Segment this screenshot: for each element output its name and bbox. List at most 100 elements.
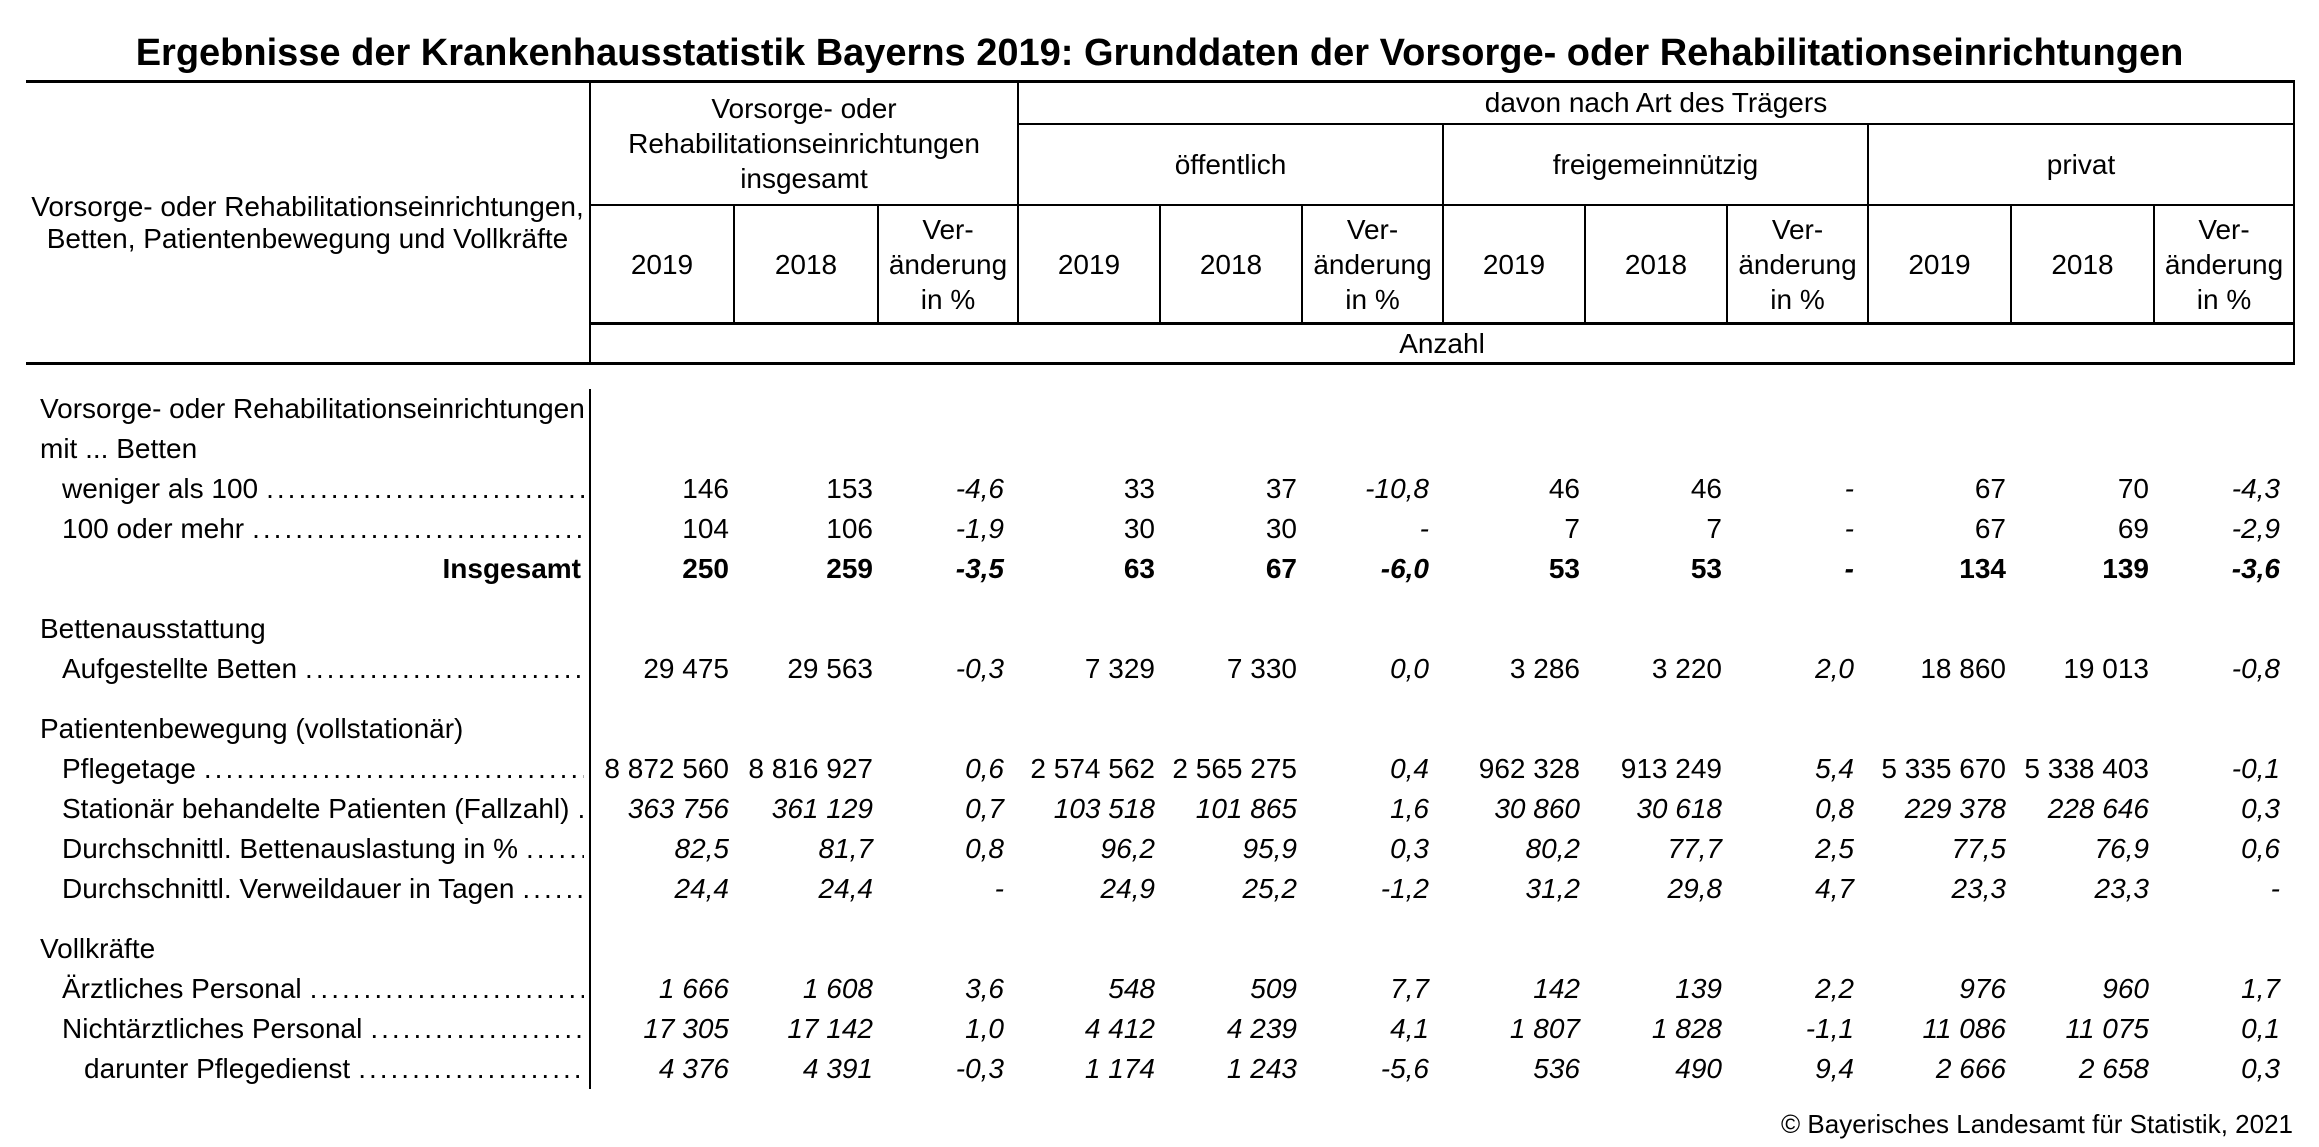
value-cell: 1 807 xyxy=(1509,1013,1580,1044)
value-cell: 2 574 562 xyxy=(1030,753,1155,784)
value-cell: 2 658 xyxy=(2078,1053,2149,1084)
row-label: Ärztliches Personal xyxy=(62,973,302,1004)
value-cell: 962 328 xyxy=(1478,753,1580,784)
value-cell: 29 475 xyxy=(643,653,729,684)
value-cell: 46 xyxy=(1690,473,1722,504)
value-cell: 259 xyxy=(826,553,873,584)
value-cell: 24,9 xyxy=(1100,873,1156,904)
table-row: Durchschnittl. Bettenauslastung in % 82,… xyxy=(26,829,2295,869)
value-cell: 96,2 xyxy=(1100,833,1156,864)
spacer-row xyxy=(26,909,2295,929)
row-values: 24,4 24,4 - 24,9 25,2 -1,2 31,2 29,8 4,7 23,3 23,3… xyxy=(591,873,2295,905)
value-cell: 0,8 xyxy=(965,833,1004,864)
value-cell: 8 816 927 xyxy=(748,753,873,784)
value-cell: 106 xyxy=(826,513,873,544)
value-cell: 82,5 xyxy=(674,833,730,864)
value-cell: 1 174 xyxy=(1084,1053,1155,1084)
value-cell: 250 xyxy=(682,553,729,584)
value-cell: 913 249 xyxy=(1620,753,1722,784)
value-cell: 0,3 xyxy=(2241,1053,2280,1084)
value-cell: 509 xyxy=(1250,973,1297,1004)
table-row-section: Vollkräfte xyxy=(26,929,2295,969)
value-cell: 8 872 560 xyxy=(604,753,729,784)
row-label: darunter Pflegedienst xyxy=(84,1053,351,1084)
value-cell: 4 412 xyxy=(1084,1013,1155,1044)
row-header-line2: Betten, Patientenbewegung und Vollkräfte xyxy=(46,222,569,254)
table-row: darunter Pflegedienst 4 376 4 391 -0,3 1 17… xyxy=(26,1049,2295,1089)
dot-leader xyxy=(370,1013,584,1045)
table-row-section: Vorsorge- oder Rehabilitationseinrichtun… xyxy=(26,389,2295,429)
dot-leader xyxy=(577,793,584,825)
value-cell: 4,1 xyxy=(1390,1013,1429,1044)
value-cell: 29 563 xyxy=(787,653,873,684)
value-cell: 3 286 xyxy=(1509,653,1580,684)
table-row: 100 oder mehr 104 106 -1,9 30 30 - 7 7 - 67 69 -2,9 xyxy=(26,509,2295,549)
column-group-privat: privat xyxy=(1869,125,2295,206)
col-header-2018: 2018 xyxy=(1161,206,1303,325)
value-cell: 18 860 xyxy=(1920,653,2006,684)
value-cell: 4,7 xyxy=(1815,873,1854,904)
value-cell: - xyxy=(1844,553,1854,584)
column-group-total: Vorsorge- oder Rehabilitationseinrichtun… xyxy=(591,83,1019,206)
dot-leader xyxy=(522,873,584,905)
row-label-total: Insgesamt xyxy=(442,553,582,584)
value-cell: 139 xyxy=(1675,973,1722,1004)
row-values: 4 376 4 391 -0,3 1 174 1 243 -5,6 536 490 9,4 2 6… xyxy=(591,1053,2295,1085)
row-label: Aufgestellte Betten xyxy=(62,653,298,684)
col-header-2018: 2018 xyxy=(1586,206,1728,325)
value-cell: 23,3 xyxy=(2094,873,2150,904)
section-label: Vollkräfte xyxy=(40,933,156,964)
value-cell: 77,5 xyxy=(1951,833,2007,864)
table-header: Vorsorge- oder Rehabilitationseinrichtun… xyxy=(26,80,2295,365)
value-cell: 24,4 xyxy=(674,873,730,904)
value-cell: 548 xyxy=(1108,973,1155,1004)
col-header-veraenderung: Ver-änderung in % xyxy=(1728,206,1869,325)
value-cell: -0,3 xyxy=(955,653,1004,684)
col-header-veraenderung: Ver-änderung in % xyxy=(2155,206,2295,325)
row-label: weniger als 100 xyxy=(62,473,259,504)
row-values: 250 259 -3,5 63 67 -6,0 53 53 - 134 139 -3,6 xyxy=(591,553,2295,585)
value-cell: 33 xyxy=(1123,473,1155,504)
value-cell: 5 335 670 xyxy=(1881,753,2006,784)
value-cell: 1,7 xyxy=(2241,973,2280,1004)
section-label: Patientenbewegung (vollstationär) xyxy=(40,713,464,744)
value-cell: 1,0 xyxy=(965,1013,1004,1044)
row-values: 82,5 81,7 0,8 96,2 95,9 0,3 80,2 77,7 2,5 77,5 76,… xyxy=(591,833,2295,865)
value-cell: 95,9 xyxy=(1242,833,1298,864)
spacer-row xyxy=(26,689,2295,709)
row-values: 8 872 560 8 816 927 0,6 2 574 562 2 565 275 0… xyxy=(591,753,2295,785)
value-cell: 1 608 xyxy=(802,973,873,1004)
value-cell: 5,4 xyxy=(1815,753,1854,784)
row-values: 363 756 361 129 0,7 103 518 101 865 1,6 30 860… xyxy=(591,793,2295,825)
value-cell: - xyxy=(994,873,1004,904)
value-cell: 67 xyxy=(1265,553,1297,584)
table-row: Ärztliches Personal 1 666 1 608 3,6 548 509 7… xyxy=(26,969,2295,1009)
value-cell: 134 xyxy=(1959,553,2006,584)
value-cell: -5,6 xyxy=(1380,1053,1429,1084)
value-cell: - xyxy=(2270,873,2280,904)
value-cell: 7 330 xyxy=(1226,653,1297,684)
value-cell: 77,7 xyxy=(1667,833,1723,864)
value-cell: 19 013 xyxy=(2063,653,2149,684)
value-cell: 67 xyxy=(1974,513,2006,544)
col-header-2018: 2018 xyxy=(2012,206,2155,325)
value-cell: 23,3 xyxy=(1951,873,2007,904)
table-row: Pflegetage 8 872 560 8 816 927 0,6 2 574 56… xyxy=(26,749,2295,789)
table-row: weniger als 100 146 153 -4,6 33 37 -10,8 46 46 -… xyxy=(26,469,2295,509)
table-row-section: mit ... Betten xyxy=(26,429,2295,469)
value-cell: -1,9 xyxy=(955,513,1004,544)
value-cell: - xyxy=(1419,513,1429,544)
row-values: 17 305 17 142 1,0 4 412 4 239 4,1 1 807 1 828 -1… xyxy=(591,1013,2295,1045)
value-cell: 7,7 xyxy=(1390,973,1429,1004)
spacer-row xyxy=(26,589,2295,609)
value-cell: 29,8 xyxy=(1667,873,1723,904)
column-group-davon: davon nach Art des Trägers xyxy=(1019,83,2295,125)
value-cell: 101 865 xyxy=(1195,793,1297,824)
table-row: Nichtärztliches Personal 17 305 17 142 1,0… xyxy=(26,1009,2295,1049)
value-cell: 2 666 xyxy=(1935,1053,2006,1084)
dot-leader xyxy=(305,653,584,685)
value-cell: 2 565 275 xyxy=(1172,753,1297,784)
value-cell: 17 305 xyxy=(643,1013,729,1044)
value-cell: -3,5 xyxy=(955,553,1004,584)
